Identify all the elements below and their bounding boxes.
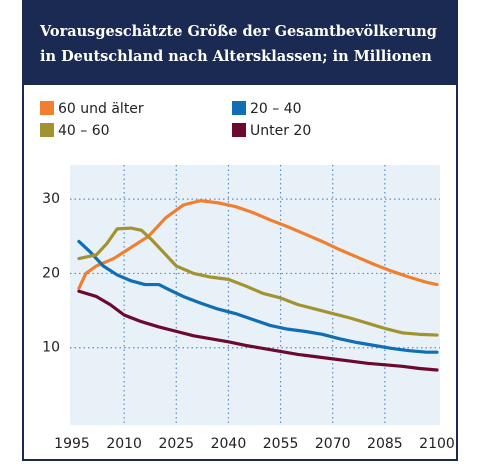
x-tick-label: 2100 — [419, 436, 455, 452]
x-tick-label: 2010 — [106, 436, 142, 452]
x-tick-label: 2085 — [367, 436, 403, 452]
legend-swatch — [40, 123, 54, 137]
legend-label: 20 – 40 — [250, 101, 302, 117]
y-tick-label: 20 — [42, 265, 60, 281]
x-tick-label: 2040 — [211, 436, 247, 452]
legend-swatch — [232, 101, 246, 115]
x-tick-label: 2025 — [158, 436, 194, 452]
y-tick-label: 30 — [42, 191, 60, 207]
series-line — [77, 289, 439, 372]
legend-swatch — [232, 123, 246, 137]
x-tick-label: 2070 — [315, 436, 351, 452]
x-tick-label: 1995 — [54, 436, 90, 452]
legend-label: Unter 20 — [250, 123, 311, 139]
series-line — [77, 226, 439, 337]
legend-swatch — [40, 101, 54, 115]
header — [23, 1, 457, 85]
legend-label: 60 und älter — [58, 101, 144, 117]
chart-title: Vorausgeschätzte Größe der Gesamtbevölke… — [39, 23, 437, 40]
x-tick-label: 2055 — [263, 436, 299, 452]
series-line — [77, 199, 439, 290]
plot-area — [70, 165, 440, 425]
legend-label: 40 – 60 — [58, 123, 110, 139]
y-tick-label: 10 — [42, 340, 60, 356]
chart-title: in Deutschland nach Altersklassen; in Mi… — [40, 48, 432, 65]
series-line — [77, 239, 439, 354]
